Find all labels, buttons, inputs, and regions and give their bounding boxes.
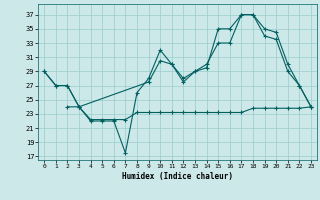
X-axis label: Humidex (Indice chaleur): Humidex (Indice chaleur) (122, 172, 233, 181)
